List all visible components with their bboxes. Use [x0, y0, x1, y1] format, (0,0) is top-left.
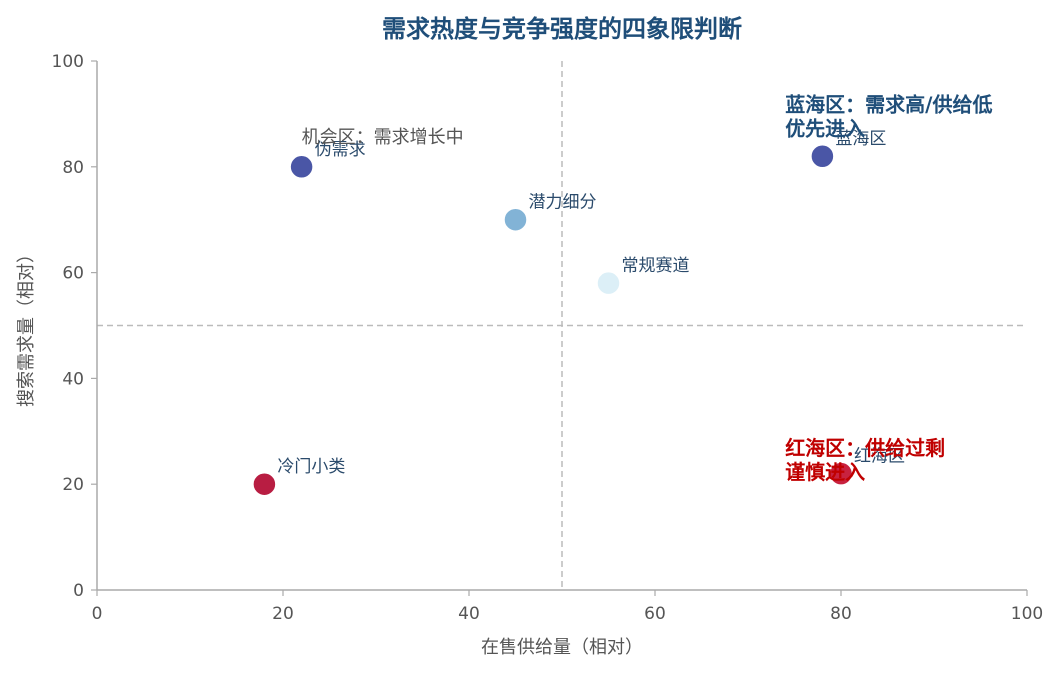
y-tick-label: 80 — [62, 158, 84, 178]
y-tick-label: 0 — [73, 581, 84, 601]
y-axis-label: 搜索需求量（相对） — [16, 245, 37, 407]
x-tick-label: 40 — [458, 604, 480, 624]
point-label: 伪需求 — [315, 140, 366, 160]
chart-title: 需求热度与竞争强度的四象限判断 — [382, 15, 742, 43]
quadrant-annotation: 红海区：供给过剩 — [785, 436, 945, 460]
x-axis-label: 在售供给量（相对） — [481, 637, 643, 658]
quadrant-annotation: 优先进入 — [785, 116, 865, 140]
scatter-point — [503, 207, 528, 232]
x-tick-label: 80 — [830, 604, 852, 624]
x-tick-label: 20 — [272, 604, 294, 624]
y-tick-label: 100 — [52, 52, 84, 72]
scatter-point — [289, 154, 314, 180]
quadrant-annotation: 机会区：需求增长中 — [302, 127, 464, 148]
threshold-lines — [97, 61, 1027, 590]
quadrant-annotation: 谨慎进入 — [785, 460, 865, 484]
y-tick-label: 40 — [62, 369, 84, 389]
scatter-point — [828, 461, 854, 486]
point-label: 蓝海区 — [835, 129, 886, 149]
y-tick-label: 20 — [62, 475, 84, 495]
y-tick-label: 60 — [62, 264, 84, 284]
point-label: 冷门小类 — [277, 457, 345, 477]
scatter-point — [596, 270, 621, 296]
quadrant-annotation: 蓝海区：需求高/供给低 — [785, 92, 992, 116]
point-label: 潜力细分 — [529, 193, 597, 213]
scatter-point — [810, 143, 835, 169]
scatter-point — [252, 471, 277, 497]
x-tick-label: 0 — [92, 604, 103, 624]
x-tick-label: 60 — [644, 604, 666, 624]
x-tick-label: 100 — [1011, 604, 1043, 624]
point-label: 常规赛道 — [622, 255, 690, 276]
point-label: 红海区 — [854, 447, 905, 467]
axis-ticks: 0 20 40 60 80 100 0 20 40 60 80 100 — [52, 52, 1044, 624]
